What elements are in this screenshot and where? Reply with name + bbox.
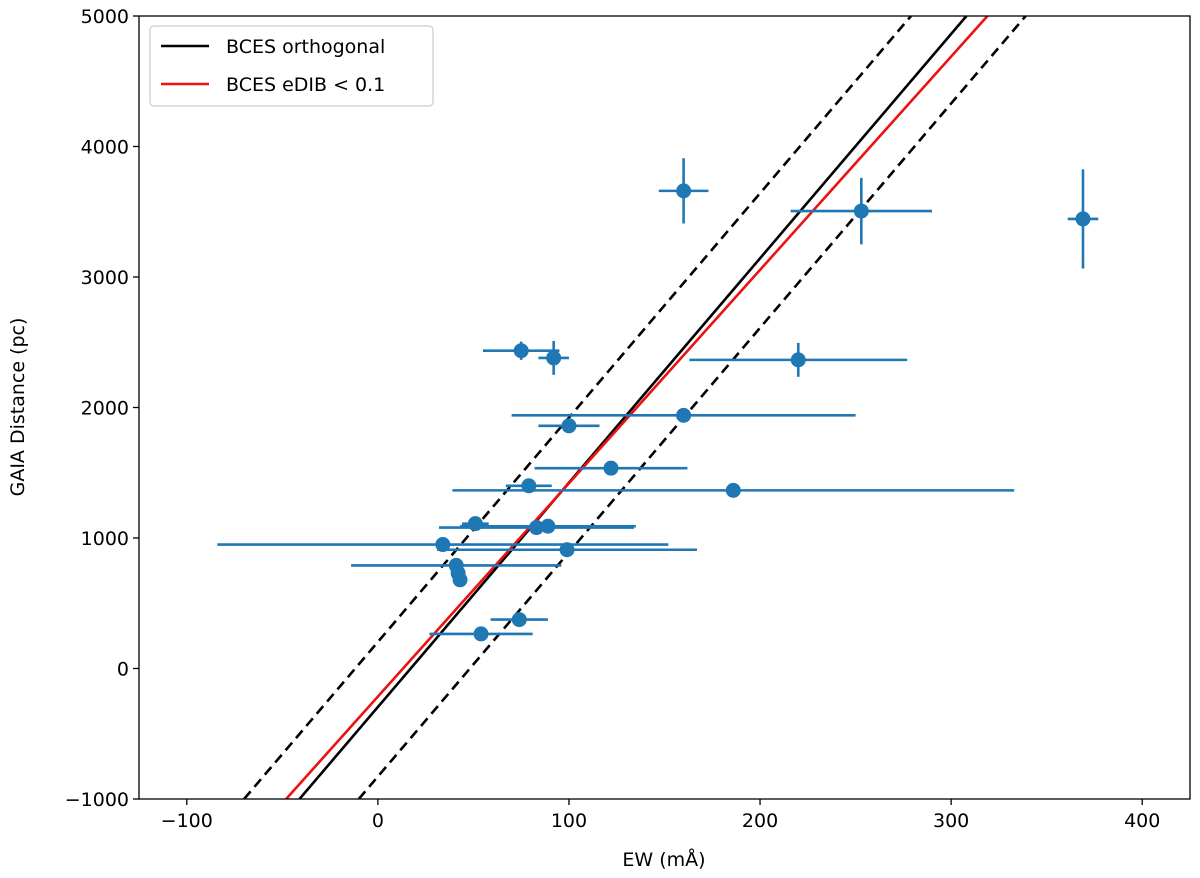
y-tick-label: 0: [117, 659, 129, 681]
legend-box: [149, 25, 434, 107]
point-marker: [473, 626, 489, 642]
bound-line-lower: [357, 16, 1027, 799]
x-tick-label: 100: [551, 810, 587, 832]
point-marker: [790, 352, 806, 368]
data-point: [439, 520, 634, 536]
data-point: [217, 537, 669, 553]
data-point: [437, 542, 697, 558]
data-point: [482, 341, 560, 360]
legend: BCES orthogonal BCES eDIB < 0.1: [149, 25, 434, 107]
legend-label-edib: BCES eDIB < 0.1: [226, 74, 385, 96]
point-marker: [513, 343, 529, 359]
x-tick-label: 200: [742, 810, 778, 832]
data-point: [538, 340, 569, 375]
x-tick-label: 300: [933, 810, 969, 832]
fit-lines: [243, 16, 1027, 799]
point-marker: [1075, 211, 1091, 227]
y-tick-label: −1000: [65, 789, 129, 811]
point-marker: [725, 482, 741, 498]
point-marker: [540, 518, 556, 534]
data-point: [511, 407, 856, 423]
point-marker: [676, 407, 692, 423]
x-axis-label: EW (mÅ): [622, 848, 705, 871]
point-marker: [676, 183, 692, 199]
legend-label-orthogonal: BCES orthogonal: [226, 36, 385, 58]
y-tick-label: 1000: [81, 528, 129, 550]
point-marker: [603, 460, 619, 476]
x-tick-label: 0: [372, 810, 384, 832]
data-point: [658, 158, 709, 224]
data-point: [452, 482, 1015, 498]
plot-frame: [138, 15, 1191, 800]
y-tick-label: 2000: [81, 398, 129, 420]
x-axis: −100 0 100 200 300 400: [161, 799, 1160, 832]
data-points: [217, 158, 1099, 642]
x-tick-label: 400: [1124, 810, 1160, 832]
data-point: [1067, 169, 1099, 269]
point-marker: [546, 350, 562, 366]
data-point: [490, 612, 548, 628]
y-axis-label: GAIA Distance (pc): [7, 318, 29, 497]
point-marker: [435, 537, 451, 553]
data-point: [460, 518, 636, 534]
data-point: [452, 572, 468, 588]
data-point: [429, 626, 533, 642]
point-marker: [528, 520, 544, 536]
point-marker: [853, 203, 869, 219]
data-point: [538, 418, 600, 434]
x-tick-label: −100: [161, 810, 213, 832]
data-point: [790, 177, 933, 245]
fit-line-orthogonal: [298, 16, 968, 799]
point-marker: [452, 572, 468, 588]
fit-line-edib: [285, 16, 989, 799]
bound-line-upper: [243, 16, 912, 799]
data-point: [689, 342, 908, 377]
point-marker: [511, 612, 527, 628]
data-point: [534, 460, 688, 476]
point-marker: [561, 418, 577, 434]
y-tick-label: 5000: [81, 6, 129, 28]
y-axis: −1000 0 1000 2000 3000 4000 5000: [65, 6, 139, 811]
y-tick-label: 4000: [81, 137, 129, 159]
y-tick-label: 3000: [81, 267, 129, 289]
point-marker: [559, 542, 575, 558]
point-marker: [467, 516, 483, 532]
